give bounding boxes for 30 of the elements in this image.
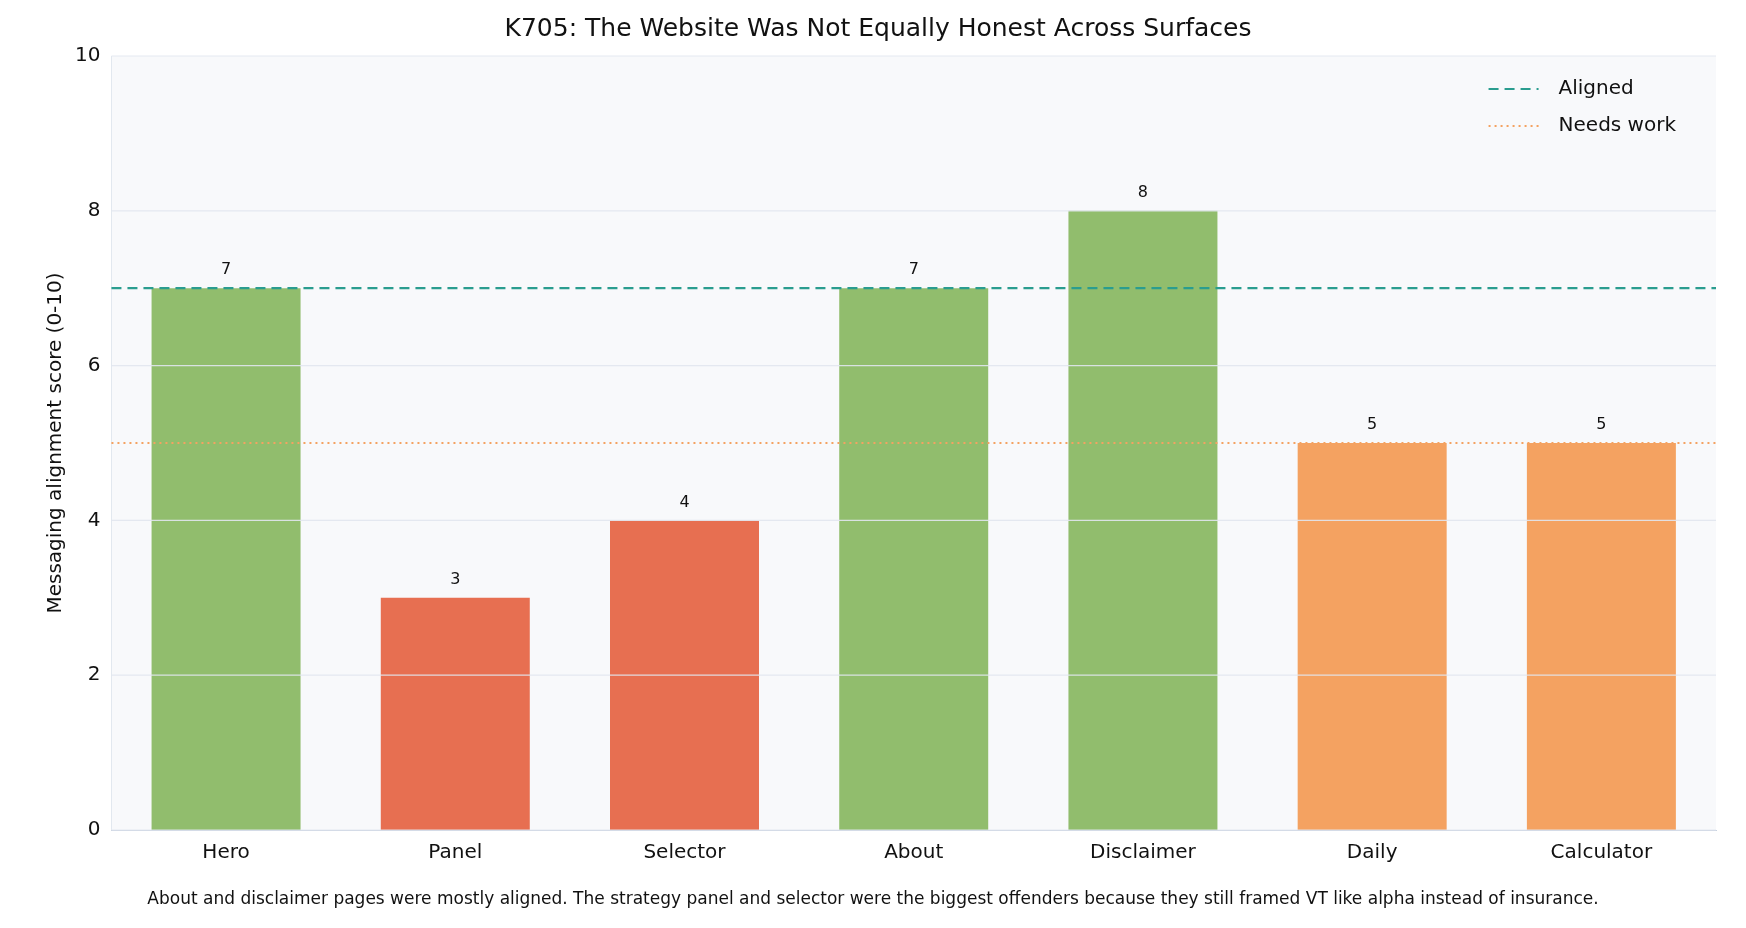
data-label: 5 [1367,414,1378,434]
legend-label: Aligned [1558,75,1634,100]
y-axis-title: Messaging alignment score (0-10) [42,272,67,614]
data-label: 3 [450,568,461,588]
chart-title: K705: The Website Was Not Equally Honest Across Surfaces [504,12,1252,42]
text: About and disclaimer pages were mostly aligned. The strategy panel and selector were the biggest offenders because they still framed VT like alpha instead of insurance. [147,888,1599,909]
bar [839,288,989,830]
x-tick-label: About [884,839,944,864]
bar [380,597,530,830]
y-tick-label: 10 [75,42,101,67]
x-tick-label: Calculator [1550,839,1653,864]
legend-label: Needs work [1558,112,1677,137]
x-tick-label: Panel [428,839,483,864]
x-tick-label: Disclaimer [1090,839,1197,864]
bar [151,288,301,830]
bar [1068,210,1218,830]
data-label: 4 [679,491,690,511]
y-tick-label: 6 [87,351,101,376]
x-tick-label: Hero [202,839,250,864]
y-tick-label: 0 [87,816,101,841]
x-tick-label: Daily [1346,839,1398,864]
bar [610,520,759,830]
y-tick-label: 2 [87,661,101,686]
data-label: 8 [1137,181,1149,201]
data-label: 7 [220,259,232,279]
data-label: 7 [908,259,919,279]
data-label: 5 [1596,414,1607,434]
y-tick-label: 4 [87,506,101,531]
x-tick-label: Selector [643,839,727,864]
y-tick-label: 8 [87,197,101,221]
